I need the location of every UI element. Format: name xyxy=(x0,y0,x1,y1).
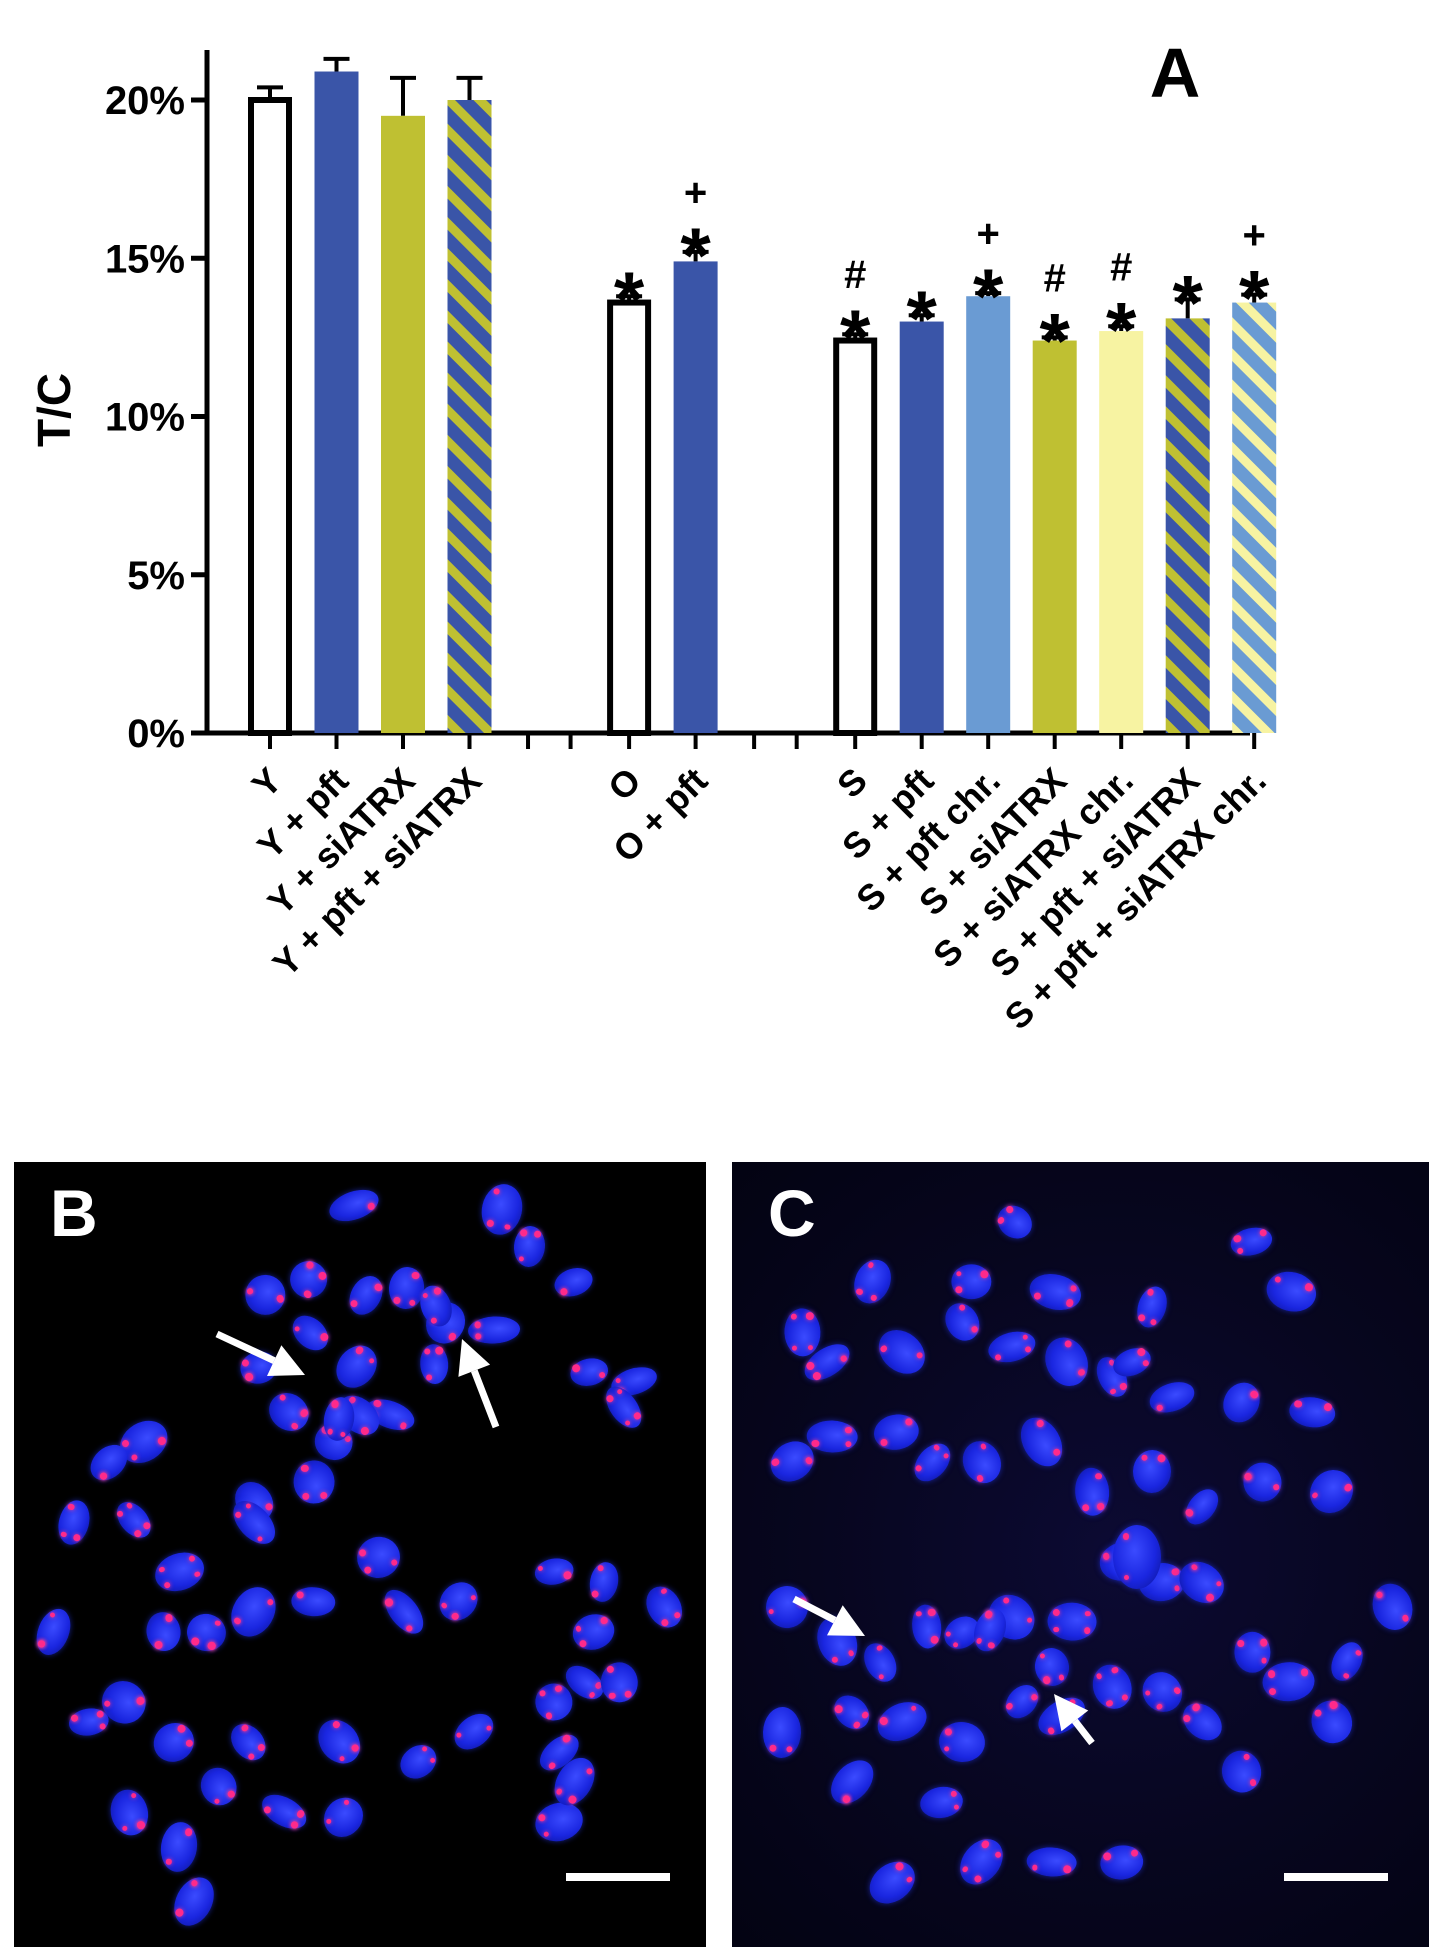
x-tick-label: S xyxy=(829,760,875,806)
significance-mark: # xyxy=(844,253,866,297)
significance-mark: * xyxy=(614,255,645,343)
chart-title: A xyxy=(1150,34,1201,112)
significance-mark: + xyxy=(977,212,1000,256)
y-tick-label: 15% xyxy=(105,237,185,281)
y-tick-label: 20% xyxy=(105,79,185,123)
significance-mark: + xyxy=(1243,214,1266,258)
bar xyxy=(1099,331,1144,733)
bar xyxy=(314,71,359,733)
arrow-b-left xyxy=(215,1330,305,1377)
x-tick-label: O xyxy=(600,760,649,809)
y-tick-label: 10% xyxy=(105,396,185,440)
bar xyxy=(966,296,1011,733)
significance-mark: # xyxy=(1110,245,1132,289)
telomere-signal xyxy=(1123,1574,1130,1581)
significance-mark: * xyxy=(1173,258,1204,346)
arrow-c-left xyxy=(792,1595,865,1636)
scale-bar-b xyxy=(566,1873,670,1881)
significance-mark: # xyxy=(1044,256,1066,300)
bar xyxy=(1232,302,1277,733)
significance-mark: * xyxy=(1239,254,1270,342)
bar xyxy=(1165,318,1210,733)
arrow-b-right xyxy=(458,1339,500,1429)
bar xyxy=(899,321,944,733)
bar xyxy=(1032,340,1077,733)
bar xyxy=(607,299,652,736)
telomere-signal xyxy=(1123,1533,1130,1540)
arrow-c-right xyxy=(1054,1694,1095,1746)
significance-mark: * xyxy=(973,252,1004,340)
bar xyxy=(381,115,425,733)
significance-mark: + xyxy=(684,171,707,215)
panel-label-b: B xyxy=(50,1176,98,1250)
significance-mark: * xyxy=(907,274,938,362)
bar xyxy=(447,100,492,733)
bar xyxy=(833,337,878,736)
chart-bars xyxy=(248,56,1277,736)
scale-bar-c xyxy=(1284,1873,1388,1881)
large-chromosome xyxy=(1113,1525,1161,1589)
micrograph-panel-b: B xyxy=(14,1162,706,1947)
micrograph-panel-c: C xyxy=(732,1162,1429,1947)
x-tick-label: Y xyxy=(244,760,290,806)
significance-mark: * xyxy=(1106,285,1137,373)
significance-mark: * xyxy=(1040,296,1071,384)
y-tick-label: 0% xyxy=(127,712,185,756)
y-tick-label: 5% xyxy=(127,554,185,598)
bar xyxy=(248,97,292,736)
y-axis-title: T/C xyxy=(28,373,80,447)
significance-mark: * xyxy=(840,293,871,381)
bar xyxy=(673,261,718,733)
panel-label-c: C xyxy=(768,1176,816,1250)
significance-mark: * xyxy=(680,211,711,299)
